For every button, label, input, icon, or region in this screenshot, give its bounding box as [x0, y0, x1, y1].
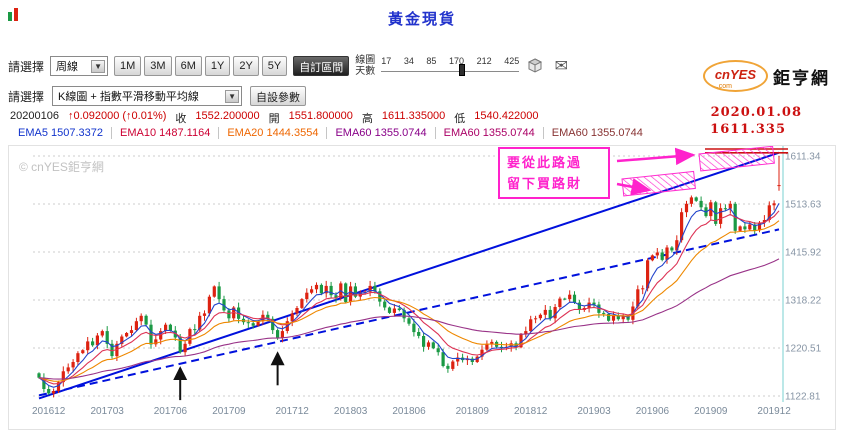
chart-days-label: 線圖 天數: [355, 55, 376, 77]
period-select-value: 周線: [56, 61, 79, 73]
slider-track[interactable]: [381, 71, 520, 72]
slider-tick-85: 85: [426, 56, 437, 66]
quote-part: ↑0.092000 (↑0.01%): [67, 110, 167, 122]
svg-text:201612: 201612: [32, 406, 66, 417]
svg-text:1611.34: 1611.34: [785, 152, 821, 163]
svg-text:201703: 201703: [91, 406, 125, 417]
range-button-1y[interactable]: 1Y: [204, 56, 231, 76]
slider-handle[interactable]: [458, 64, 465, 76]
svg-text:201912: 201912: [757, 406, 791, 417]
quote-part: 收: [175, 113, 187, 125]
svg-text:201812: 201812: [514, 406, 548, 417]
quote-part: 1552.200000: [195, 110, 260, 122]
range-button-5y[interactable]: 5Y: [261, 56, 288, 76]
slider-tick-212: 212: [476, 56, 492, 66]
quote-part: 高: [361, 113, 373, 125]
ema-label: EMA60 1355.0744: [327, 127, 436, 139]
range-button-group: 1M 3M 6M 1Y 2Y 5Y: [114, 56, 288, 76]
quote-row: 20200106 ↑0.092000 (↑0.01%) 收 1552.200000 開 1…: [10, 110, 539, 126]
ema-label: EMA5 1507.3372: [10, 127, 113, 139]
mail-icon[interactable]: ✉: [554, 58, 568, 75]
ema-label: EMA10 1487.1164: [112, 127, 220, 139]
slider-tick-34: 34: [403, 56, 414, 66]
period-select-label: 請選擇: [8, 59, 45, 74]
toolbar-secondary: 請選擇 K線圖 + 指數平滑移動平均線 ▼ 自設參數: [8, 86, 307, 106]
ema-label: EMA20 1444.3554: [219, 127, 328, 139]
quote-part: 20200106: [10, 110, 59, 122]
range-button-6m[interactable]: 6M: [174, 56, 202, 76]
cnyes-logo-oval: cnYES .com: [702, 60, 768, 92]
svg-text:201903: 201903: [577, 406, 611, 417]
chart-type-select[interactable]: K線圖 + 指數平滑移動平均線 ▼: [52, 86, 243, 106]
slider-tick-17: 17: [381, 56, 392, 66]
watermark: © cnYES鉅亨網: [19, 160, 104, 174]
peak-date-label: 2020.01.08: [710, 105, 802, 120]
peak-price-label: 1611.335: [710, 122, 786, 137]
svg-text:201909: 201909: [694, 406, 728, 417]
chart-area[interactable]: 1611.34 1513.63 1415.92 1318.22 1220.51 1122.…: [8, 145, 836, 430]
svg-text:201712: 201712: [276, 406, 310, 417]
svg-text:201806: 201806: [392, 406, 426, 417]
page-title: 黃金現貨: [387, 11, 456, 28]
quote-part: 1551.800000: [288, 110, 353, 122]
svg-text:201709: 201709: [212, 406, 246, 417]
svg-text:1513.63: 1513.63: [785, 200, 822, 211]
svg-text:1415.92: 1415.92: [785, 248, 822, 259]
quote-part: 1611.335000: [381, 110, 446, 122]
slider-tick-labels: 17 34 85 170 212 425: [381, 56, 519, 66]
days-slider[interactable]: 17 34 85 170 212 425: [381, 54, 520, 78]
svg-text:201809: 201809: [456, 406, 490, 417]
slider-tick-425: 425: [504, 56, 520, 66]
svg-text:1122.81: 1122.81: [785, 392, 821, 403]
annotation-box: 要從此路過 留下買路財: [498, 147, 610, 199]
toolbar-primary: 請選擇 周線 ▼ 1M 3M 6M 1Y 2Y 5Y 自訂區間 線圖 天數 17 34 85 1…: [8, 54, 571, 78]
price-chart[interactable]: 1611.34 1513.63 1415.92 1318.22 1220.51 1122.…: [9, 146, 835, 429]
charttype-select-label: 請選擇: [8, 89, 45, 104]
range-button-1m[interactable]: 1M: [114, 56, 142, 76]
svg-text:201906: 201906: [636, 406, 670, 417]
chart-type-select-value: K線圖 + 指數平滑移動平均線: [58, 91, 199, 103]
period-select[interactable]: 周線 ▼: [50, 56, 109, 76]
svg-text:1318.22: 1318.22: [785, 296, 822, 307]
cnyes-logo: cnYES .com 鉅亨網: [702, 60, 830, 92]
svg-text:1220.51: 1220.51: [785, 344, 822, 355]
quote-part: 1540.422000: [474, 110, 539, 122]
chevron-down-icon[interactable]: ▼: [91, 59, 106, 73]
range-button-3m[interactable]: 3M: [144, 56, 172, 76]
range-button-2y[interactable]: 2Y: [233, 56, 259, 76]
cube-chart-icon[interactable]: [525, 56, 545, 76]
slider-tick-170: 170: [449, 56, 465, 66]
ema-label: EMA60 1355.0744: [436, 127, 544, 139]
quote-part: 低: [454, 113, 466, 125]
chevron-down-icon[interactable]: ▼: [225, 89, 240, 103]
custom-params-button[interactable]: 自設參數: [250, 86, 307, 106]
svg-text:201706: 201706: [154, 406, 188, 417]
mini-candle-icon: [8, 7, 18, 21]
ema-label: EMA60 1355.0744: [551, 127, 643, 139]
svg-text:201803: 201803: [334, 406, 368, 417]
custom-range-button[interactable]: 自訂區間: [293, 56, 350, 76]
quote-part: 開: [268, 113, 280, 125]
ema-indicator-row: EMA5 1507.3372 EMA10 1487.1164 EMA20 1444.…: [10, 127, 651, 139]
